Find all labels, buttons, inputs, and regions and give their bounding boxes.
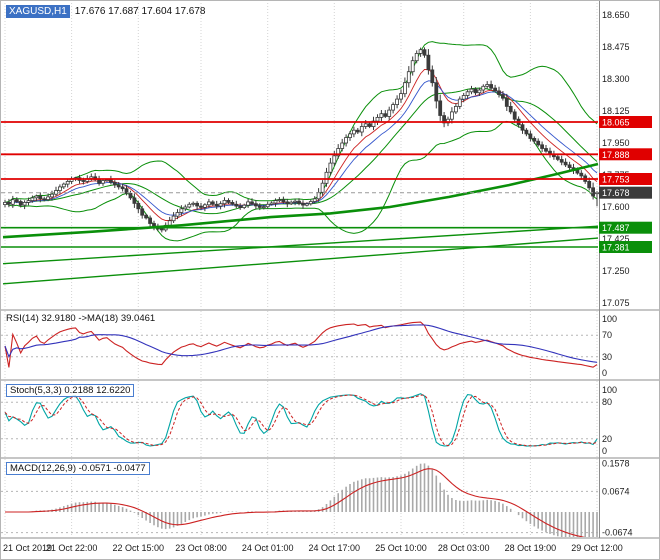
svg-text:-0.0674: -0.0674 — [602, 528, 633, 538]
svg-text:17.888: 17.888 — [602, 150, 630, 160]
svg-text:30: 30 — [602, 352, 612, 362]
price-tag-17.381: 17.381 — [599, 241, 652, 253]
svg-text:17.487: 17.487 — [602, 223, 630, 233]
price-tag-17.487: 17.487 — [599, 221, 652, 234]
svg-text:22 Oct 15:00: 22 Oct 15:00 — [113, 543, 165, 553]
ohlc-values: 17.676 17.687 17.604 17.678 — [74, 6, 206, 17]
svg-text:0.0674: 0.0674 — [602, 486, 630, 496]
svg-text:25 Oct 10:00: 25 Oct 10:00 — [375, 543, 427, 553]
svg-text:18.650: 18.650 — [602, 10, 630, 20]
svg-text:17.678: 17.678 — [602, 188, 630, 198]
stoch-layer — [1, 393, 598, 447]
price-tag-17.753: 17.753 — [599, 173, 652, 185]
symbol-ohlc-row[interactable]: XAGUSD,H1 17.676 17.687 17.604 17.678 — [6, 5, 206, 18]
macd-layer — [1, 463, 598, 537]
svg-text:18.475: 18.475 — [602, 42, 630, 52]
svg-text:17.950: 17.950 — [602, 138, 630, 148]
svg-text:100: 100 — [602, 314, 617, 324]
svg-text:17.600: 17.600 — [602, 202, 630, 212]
main-price-layer — [1, 41, 599, 285]
svg-text:17.425: 17.425 — [602, 234, 630, 244]
svg-text:21 Oct 2019: 21 Oct 2019 — [3, 543, 52, 553]
svg-text:28 Oct 19:00: 28 Oct 19:00 — [505, 543, 557, 553]
svg-text:24 Oct 17:00: 24 Oct 17:00 — [309, 543, 361, 553]
svg-text:70: 70 — [602, 330, 612, 340]
svg-text:18.300: 18.300 — [602, 74, 630, 84]
svg-text:0.1578: 0.1578 — [602, 459, 630, 469]
svg-text:21 Oct 22:00: 21 Oct 22:00 — [46, 543, 98, 553]
svg-text:0: 0 — [602, 446, 607, 456]
price-tag-18.065: 18.065 — [599, 116, 652, 128]
svg-text:29 Oct 12:00: 29 Oct 12:00 — [571, 543, 623, 553]
svg-text:28 Oct 03:00: 28 Oct 03:00 — [438, 543, 490, 553]
symbol-timeframe-label[interactable]: XAGUSD,H1 — [6, 5, 70, 18]
macd-indicator-label[interactable]: MACD(12,26,9) -0.0571 -0.0477 — [6, 462, 150, 475]
svg-text:17.075: 17.075 — [602, 298, 630, 308]
svg-text:80: 80 — [602, 397, 612, 407]
rsi-layer — [1, 321, 598, 368]
price-tag-17.888: 17.888 — [599, 148, 652, 161]
svg-text:0: 0 — [602, 368, 607, 378]
svg-text:24 Oct 01:00: 24 Oct 01:00 — [242, 543, 294, 553]
svg-text:17.381: 17.381 — [602, 243, 630, 253]
svg-text:100: 100 — [602, 385, 617, 395]
svg-text:23 Oct 08:00: 23 Oct 08:00 — [175, 543, 227, 553]
price-tag-17.678: 17.678 — [599, 186, 652, 199]
rsi-indicator-label[interactable]: RSI(14) 32.9180 ->MA(18) 39.0461 — [6, 313, 156, 324]
svg-text:17.753: 17.753 — [602, 175, 630, 185]
svg-text:18.065: 18.065 — [602, 118, 630, 128]
svg-text:18.125: 18.125 — [602, 106, 630, 116]
svg-text:17.250: 17.250 — [602, 266, 630, 276]
stoch-indicator-label[interactable]: Stoch(5,3,3) 0.2188 12.6220 — [6, 384, 135, 397]
svg-text:20: 20 — [602, 434, 612, 444]
